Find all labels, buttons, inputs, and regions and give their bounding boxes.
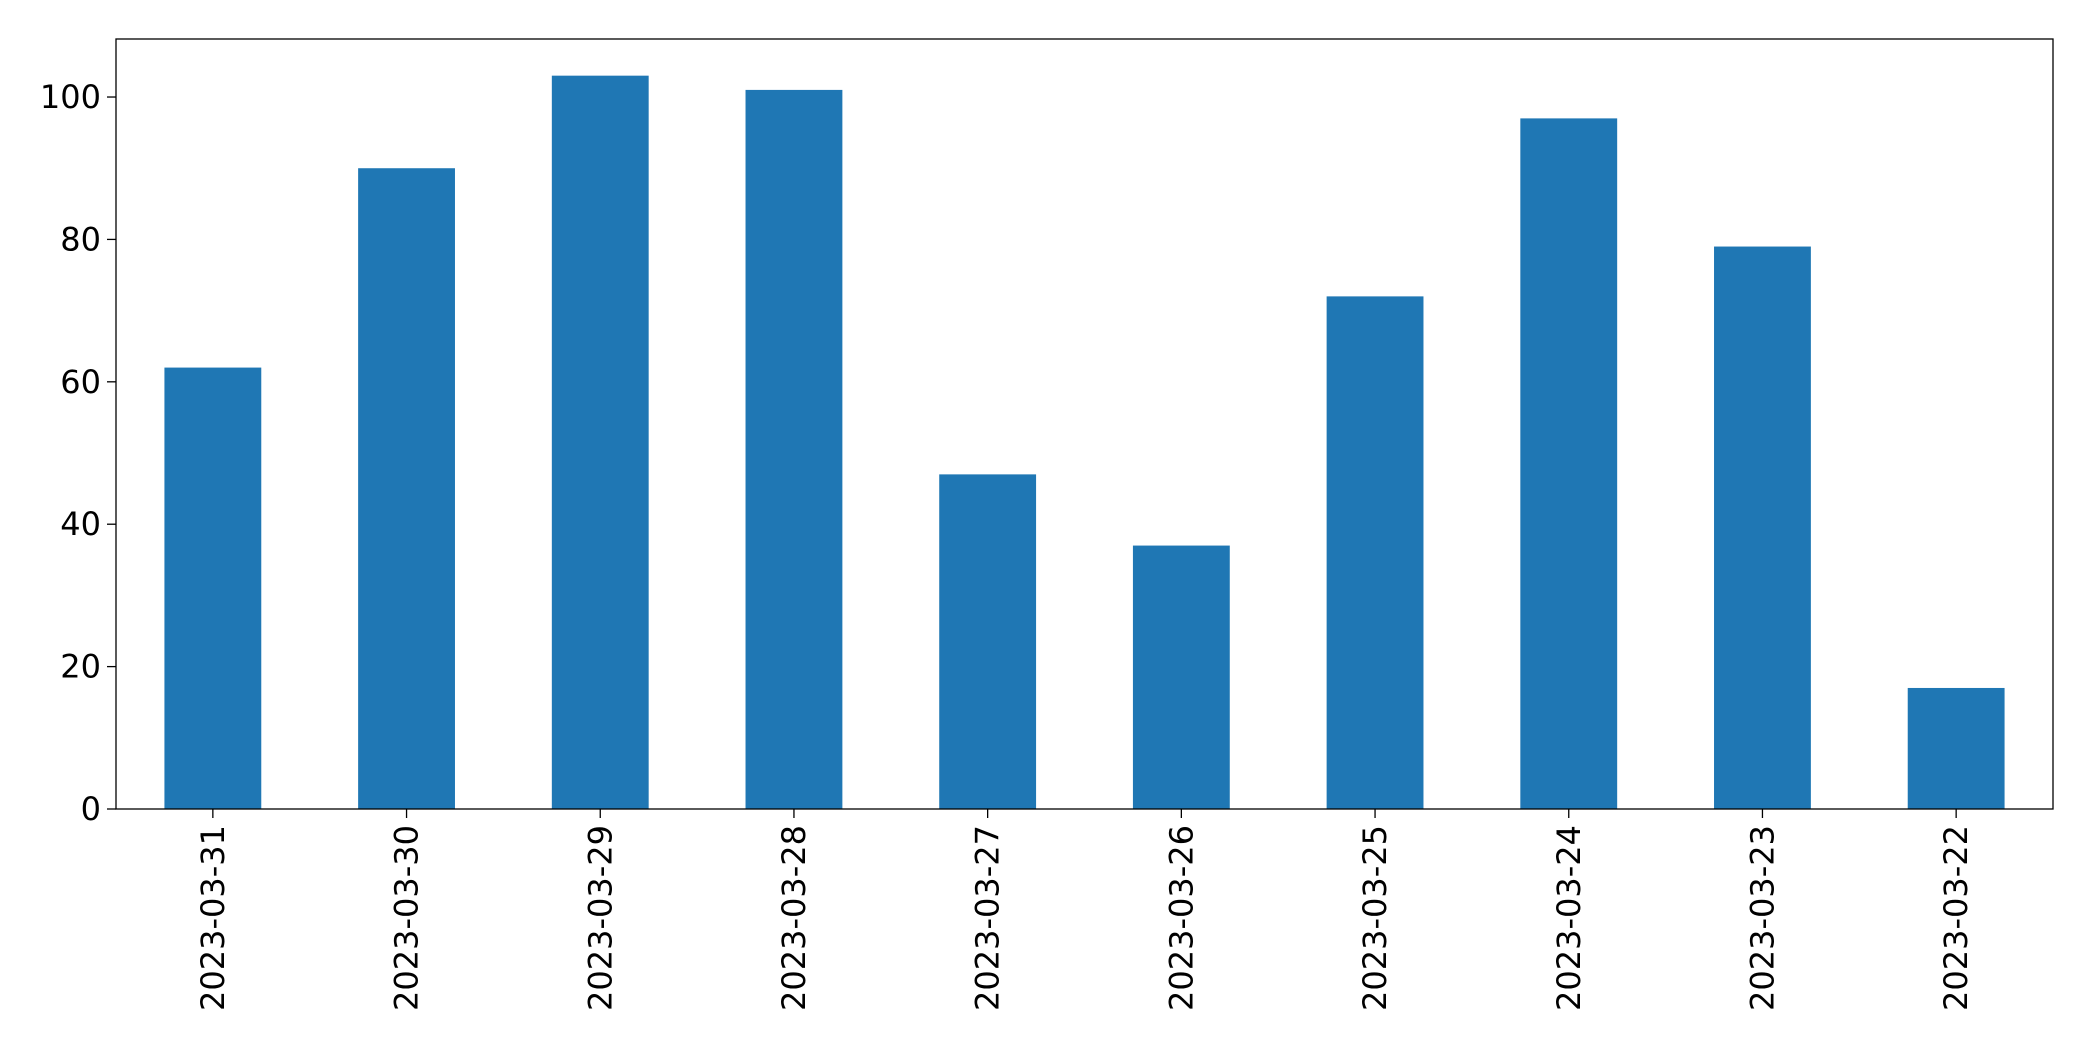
x-tick-label: 2023-03-22 [1937, 825, 1975, 1011]
bar [551, 75, 649, 809]
bar [939, 474, 1037, 809]
y-tick-label: 60 [60, 363, 101, 401]
x-tick-label: 2023-03-30 [388, 825, 426, 1011]
bar [745, 89, 843, 810]
y-tick-label: 80 [60, 220, 101, 258]
bar [1326, 296, 1424, 809]
y-tick-label: 20 [60, 648, 101, 686]
x-tick-label: 2023-03-28 [775, 825, 813, 1011]
y-tick-label: 0 [81, 790, 101, 828]
bar [1907, 687, 2005, 809]
x-tick-label: 2023-03-27 [969, 825, 1007, 1011]
plot-frame [115, 38, 2054, 810]
x-tick-label: 2023-03-25 [1356, 825, 1394, 1011]
bar [164, 367, 262, 809]
y-tick-label: 40 [60, 505, 101, 543]
bar [1714, 246, 1811, 809]
x-tick-label: 2023-03-31 [194, 825, 232, 1011]
x-tick-label: 2023-03-23 [1743, 825, 1781, 1011]
x-tick-label: 2023-03-26 [1162, 825, 1200, 1011]
bar [1520, 118, 1618, 809]
x-tick-label: 2023-03-29 [581, 825, 619, 1011]
y-tick-label: 100 [40, 78, 101, 116]
bar [358, 168, 455, 810]
bar [1132, 545, 1230, 809]
x-tick-label: 2023-03-24 [1550, 825, 1588, 1011]
